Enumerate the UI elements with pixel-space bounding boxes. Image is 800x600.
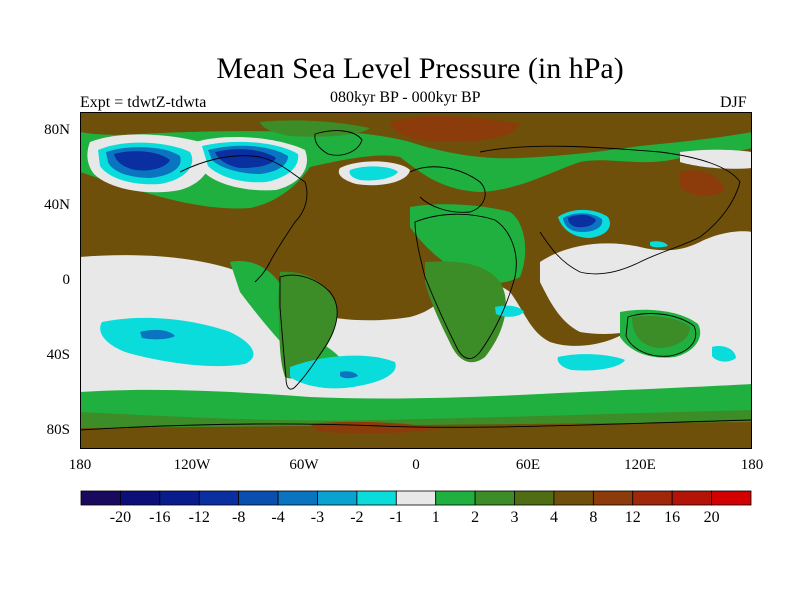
lon-label-120e: 120E xyxy=(624,457,656,473)
south-pacific-cyan xyxy=(100,317,254,367)
pressure-map xyxy=(80,112,752,449)
antarctica-coast xyxy=(80,419,752,431)
west-pacific-cyan xyxy=(650,241,668,248)
coastlines xyxy=(80,130,752,431)
colorbar-label: 8 xyxy=(589,509,597,526)
colorbar-swatch xyxy=(474,490,515,506)
colorbar-swatch xyxy=(435,490,476,506)
colorbar-swatch xyxy=(592,490,634,506)
asia-high-patch xyxy=(680,170,725,196)
lon-label-60e: 60E xyxy=(515,457,541,473)
colorbar-swatch xyxy=(632,490,673,506)
colorbar-label: -16 xyxy=(149,509,170,526)
season-label: DJF xyxy=(720,94,747,111)
arctic-high-patch xyxy=(390,116,520,142)
colorbar-swatch xyxy=(356,490,397,506)
colorbar-swatch xyxy=(317,490,358,506)
south-pacific-blue xyxy=(140,329,175,340)
lon-label-180w: 180 xyxy=(68,457,92,473)
colorbar-label: 20 xyxy=(704,509,720,526)
north-atlantic-cyan xyxy=(349,166,398,181)
lat-label-40s: 40S xyxy=(46,347,70,363)
colorbar: -20 -16 -12 -8 -4 -3 -2 -1 1 2 3 4 8 12 16 20 xyxy=(80,490,752,526)
north-pacific-deep xyxy=(114,151,170,171)
colorbar-swatch xyxy=(277,490,318,506)
map-title: Mean Sea Level Pressure (in hPa) xyxy=(216,52,624,85)
north-america-coast xyxy=(179,155,308,283)
colorbar-label: 1 xyxy=(432,509,440,526)
map-subtitle: 080kyr BP - 000kyr BP xyxy=(330,89,481,106)
colorbar-swatch xyxy=(514,490,555,506)
arctic-neutral-east xyxy=(680,149,752,169)
colorbar-label: 2 xyxy=(471,509,479,526)
colorbar-label: -20 xyxy=(110,509,131,526)
colorbar-label: 12 xyxy=(625,509,641,526)
colorbar-label: 16 xyxy=(664,509,680,526)
asia-coast xyxy=(479,145,741,275)
antarctic-brown xyxy=(80,422,752,449)
europe-coast xyxy=(409,166,486,213)
africa-land xyxy=(425,261,506,363)
colorbar-swatch xyxy=(671,490,712,506)
greenland-coast xyxy=(314,130,363,156)
colorbar-label: -1 xyxy=(390,509,403,526)
australia-land xyxy=(632,316,690,348)
tibet-deep-blue xyxy=(568,214,596,228)
colorbar-label: 4 xyxy=(550,509,558,526)
north-africa-green xyxy=(410,204,526,284)
colorbar-label: -2 xyxy=(350,509,363,526)
lon-label-180e: 180 xyxy=(740,457,764,473)
south-atlantic-blue xyxy=(340,371,358,379)
colorbar-swatch xyxy=(395,490,437,506)
australia-coast xyxy=(625,313,697,357)
lat-label-80n: 80N xyxy=(44,122,70,138)
south-green-band xyxy=(80,384,752,422)
indian-ocean-small-cyan xyxy=(495,305,524,317)
south-indian-cyan xyxy=(557,354,625,371)
indian-ocean-neutral xyxy=(540,231,752,334)
colorbar-swatch xyxy=(198,490,240,506)
colorbar-swatch xyxy=(159,490,200,506)
south-america-coast xyxy=(279,274,338,390)
lon-label-60w: 60W xyxy=(289,457,319,473)
east-australia-cyan xyxy=(712,346,736,362)
north-america-deep xyxy=(215,149,276,168)
colorbar-label: -3 xyxy=(311,509,324,526)
north-green-band-2 xyxy=(260,120,370,137)
colorbar-label: 3 xyxy=(511,509,519,526)
lon-label-120w: 120W xyxy=(173,457,211,473)
colorbar-label: -4 xyxy=(271,509,284,526)
colorbar-swatch xyxy=(238,490,279,506)
lat-label-80s: 80S xyxy=(46,422,70,438)
lat-label-40n: 40N xyxy=(44,197,70,213)
colorbar-swatch xyxy=(711,490,752,506)
colorbar-swatch xyxy=(80,490,121,506)
lon-label-0: 0 xyxy=(412,457,420,473)
colorbar-label: -12 xyxy=(189,509,210,526)
colorbar-label: -8 xyxy=(232,509,245,526)
map-frame xyxy=(80,112,752,449)
africa-coast xyxy=(414,213,517,359)
lat-label-0: 0 xyxy=(62,272,71,288)
colorbar-swatch xyxy=(120,490,161,506)
experiment-label: Expt = tdwtZ-tdwta xyxy=(80,94,207,111)
colorbar-swatch xyxy=(553,490,594,506)
